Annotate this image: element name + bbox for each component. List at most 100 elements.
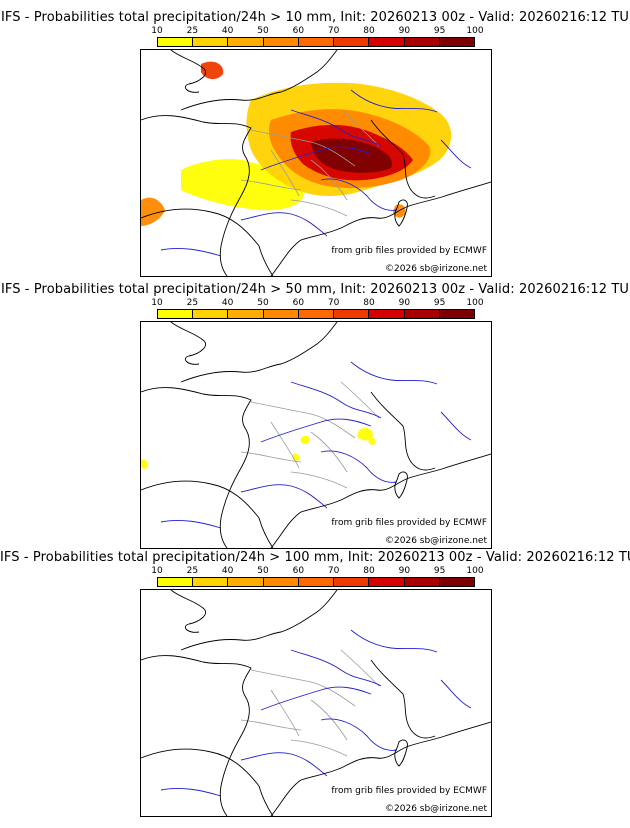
legend-swatch: [193, 310, 229, 318]
legend-tick-label: 25: [186, 26, 199, 36]
legend-swatch: [263, 38, 299, 46]
color-legend: 10 25 40 50 60 70 80 90 95 100: [151, 298, 484, 320]
legend-swatch: [404, 310, 440, 318]
probability-map: from grib files provided by ECMWF ©2026 …: [140, 589, 492, 817]
coastline: [270, 721, 491, 816]
legend-swatch: [334, 578, 370, 586]
legend-tick-label: 95: [433, 566, 446, 576]
coastline: [370, 391, 436, 471]
legend-swatch: [298, 578, 335, 586]
river: [240, 484, 328, 509]
legend-swatch: [228, 310, 264, 318]
coastline: [370, 119, 436, 199]
legend-tick-label: 80: [363, 298, 375, 308]
coastline: [370, 659, 436, 739]
legend-swatch: [298, 38, 335, 46]
region-border: [340, 649, 380, 687]
legend-tick-label: 100: [466, 566, 484, 576]
region-border: [290, 471, 348, 489]
panel-100mm: IFS - Probabilities total precipitation/…: [0, 540, 630, 817]
legend-tick-label: 10: [151, 26, 163, 36]
coastline: [180, 50, 338, 111]
river: [160, 519, 222, 529]
river: [240, 752, 328, 777]
river: [320, 450, 398, 483]
coastline: [141, 480, 274, 548]
legend-tick-label: 90: [398, 298, 411, 308]
source-credit: from grib files provided by ECMWF: [331, 246, 487, 256]
region-border: [240, 451, 302, 463]
legend-tick-label: 95: [433, 298, 446, 308]
legend-swatch: [369, 578, 405, 586]
legend-tick-labels: 10 25 40 50 60 70 80 90 95 100: [151, 298, 483, 308]
copyright-credit: ©2026 sb@irizone.net: [385, 264, 487, 274]
copyright-credit: ©2026 sb@irizone.net: [385, 804, 487, 814]
region-border: [310, 159, 348, 201]
legend-tick-labels: 10 25 40 50 60 70 80 90 95 100: [151, 566, 483, 576]
legend-tick-label: 90: [398, 26, 411, 36]
map-canvas: [141, 590, 491, 816]
coastline: [141, 748, 274, 816]
legend-swatch: [228, 578, 264, 586]
panel-50mm: IFS - Probabilities total precipitation/…: [0, 272, 630, 549]
river: [260, 418, 372, 443]
legend-tick-label: 95: [433, 26, 446, 36]
region-border: [250, 129, 356, 167]
legend-tick-label: 80: [363, 26, 375, 36]
legend-swatch: [193, 38, 229, 46]
panel-title: IFS - Probabilities total precipitation/…: [0, 550, 630, 565]
coastline: [270, 453, 491, 548]
legend-swatch: [404, 578, 440, 586]
legend-tick-label: 70: [327, 26, 340, 36]
copyright-credit: ©2026 sb@irizone.net: [385, 536, 487, 546]
legend-swatch: [439, 38, 474, 46]
legend-tick-label: 70: [327, 566, 340, 576]
region-border: [270, 689, 300, 737]
legend-tick-label: 90: [398, 566, 411, 576]
river: [290, 381, 382, 419]
land-area: [141, 590, 491, 816]
probability-area: [300, 435, 310, 445]
legend-tick-label: 100: [466, 298, 484, 308]
legend-swatch: [439, 310, 474, 318]
legend-swatch: [158, 38, 194, 46]
corsica-coast: [394, 199, 408, 227]
legend-swatch: [158, 578, 194, 586]
source-credit: from grib files provided by ECMWF: [331, 518, 487, 528]
river: [350, 629, 438, 653]
region-border: [240, 719, 302, 731]
coastline: [180, 322, 338, 383]
region-border: [310, 431, 348, 473]
probability-area: [311, 138, 393, 173]
legend-tick-label: 10: [151, 566, 163, 576]
probability-area: [201, 61, 224, 80]
legend-swatch: [193, 578, 229, 586]
legend-tick-label: 40: [221, 26, 234, 36]
river: [290, 649, 382, 687]
river: [290, 109, 382, 147]
region-border: [340, 381, 380, 419]
legend-swatch: [369, 310, 405, 318]
legend-tick-label: 70: [327, 298, 340, 308]
color-legend: 10 25 40 50 60 70 80 90 95 100: [151, 26, 484, 48]
legend-tick-label: 10: [151, 298, 163, 308]
region-border: [310, 699, 348, 741]
panel-10mm: IFS - Probabilities total precipitation/…: [0, 0, 630, 277]
map-canvas: [141, 50, 491, 276]
legend-tick-label: 40: [221, 566, 234, 576]
region-border: [250, 669, 356, 707]
river: [440, 679, 472, 709]
probability-area: [141, 197, 165, 226]
probability-map: from grib files provided by ECMWF ©2026 …: [140, 49, 492, 277]
coastline: [170, 590, 207, 633]
coastline: [170, 322, 207, 365]
region-border: [240, 179, 302, 191]
legend-tick-label: 50: [257, 26, 269, 36]
river: [260, 146, 372, 171]
coastline: [141, 208, 274, 276]
legend-tick-labels: 10 25 40 50 60 70 80 90 95 100: [151, 26, 483, 36]
map-canvas: [141, 322, 491, 548]
coastline: [141, 655, 252, 816]
river: [440, 139, 472, 169]
color-legend: 10 25 40 50 60 70 80 90 95 100: [151, 566, 484, 588]
